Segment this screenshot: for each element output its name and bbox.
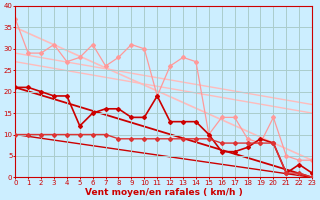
X-axis label: Vent moyen/en rafales ( km/h ): Vent moyen/en rafales ( km/h ) bbox=[85, 188, 243, 197]
